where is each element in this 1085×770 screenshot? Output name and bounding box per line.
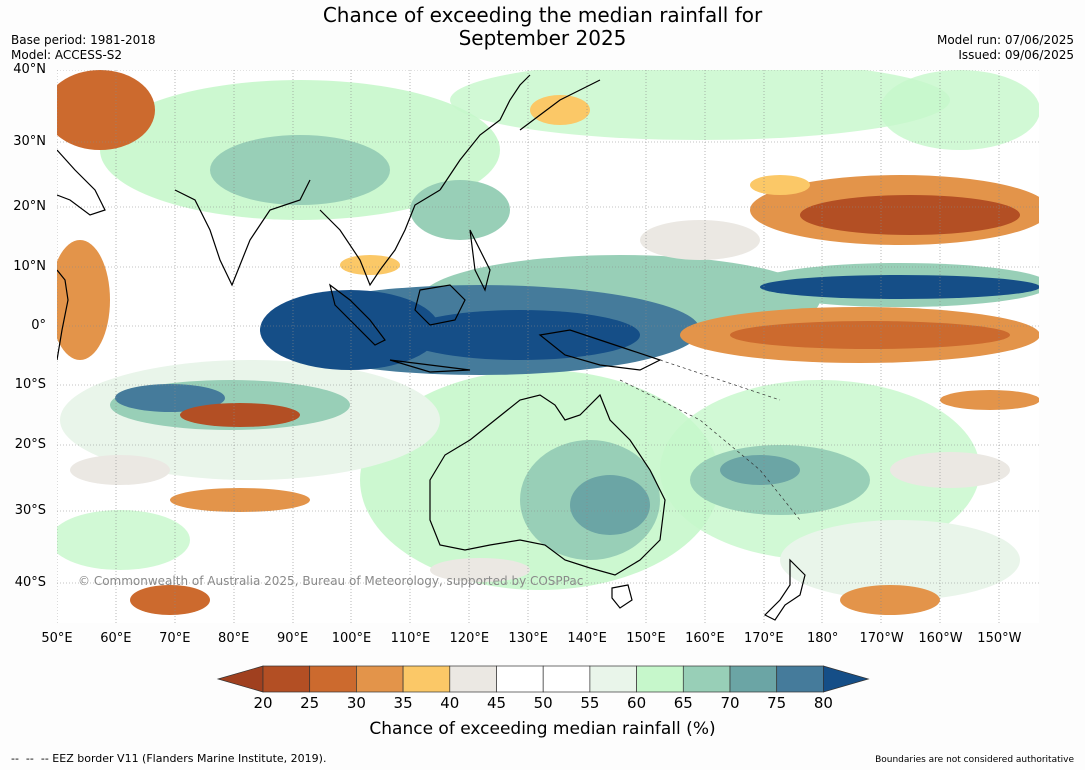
below-median-areas	[57, 70, 1039, 615]
lon-label: 100°E	[331, 631, 372, 646]
indochina-coastline	[319, 189, 441, 287]
lon-label: 160°W	[918, 631, 963, 646]
colorbar-tick-label: 30	[346, 694, 366, 712]
map-title: Chance of exceeding the median rainfall …	[0, 4, 1085, 50]
lat-label: 30°N	[13, 134, 46, 149]
tasmania-coastline	[611, 584, 633, 609]
colorbar-title: Chance of exceeding median rainfall (%)	[369, 719, 716, 739]
colorbar-segment	[682, 665, 731, 693]
colorbar-segment	[496, 665, 544, 693]
india-coastline	[174, 179, 311, 287]
lon-label: 120°E	[449, 631, 490, 646]
lon-label: 130°E	[508, 631, 548, 646]
colorbar-tick-label: 75	[767, 694, 787, 712]
colorbar-tick-label: 45	[486, 694, 507, 712]
colorbar-tick-label: 70	[720, 694, 740, 712]
sumatra-coastline	[329, 283, 386, 346]
lon-label: 140°E	[567, 631, 607, 646]
colorbar-tick-label: 65	[673, 694, 693, 712]
lon-label: 80°E	[218, 631, 250, 646]
copyright-notice: © Commonwealth of Australia 2025, Bureau…	[78, 574, 584, 588]
disclaimer: Boundaries are not considered authoritat…	[875, 755, 1074, 765]
new-zealand-coastline	[763, 558, 806, 621]
title-line-1: Chance of exceeding the median rainfall …	[322, 3, 763, 27]
lon-label: 60°E	[100, 631, 132, 646]
colorbar-tick-label: 80	[813, 694, 833, 712]
colorbar	[216, 665, 870, 693]
lon-label: 150°W	[977, 631, 1022, 646]
lon-label: 170°W	[859, 631, 904, 646]
colorbar-tick-label: 40	[440, 694, 460, 712]
colorbar-segment	[729, 665, 778, 693]
colorbar-segment	[356, 665, 404, 693]
java-coastline	[389, 359, 471, 373]
colorbar-tick-label: 20	[253, 694, 273, 712]
colorbar-segment	[449, 665, 497, 693]
colorbar-tick-label: 55	[580, 694, 600, 712]
lon-label: 90°E	[276, 631, 309, 646]
australia-coastline	[429, 393, 666, 576]
borneo-coastline	[414, 284, 466, 326]
lat-label: 30°S	[14, 503, 46, 518]
lat-label: 10°S	[14, 377, 46, 392]
lon-label: 160°E	[685, 631, 725, 646]
colorbar-tick-label: 25	[300, 694, 320, 712]
colorbar-extend-low	[216, 665, 264, 693]
meta-right: Model run: 07/06/2025 Issued: 09/06/2025	[937, 33, 1074, 63]
philippines-coastline	[469, 229, 491, 292]
colorbar-segment	[542, 665, 591, 693]
colorbar-segment	[402, 665, 451, 693]
lon-label: 170°E	[744, 631, 784, 646]
japan-coastline	[519, 79, 601, 131]
title-line-2: September 2025	[458, 26, 627, 50]
meta-left: Base period: 1981-2018 Model: ACCESS-S2	[11, 33, 156, 63]
graticule	[57, 70, 1039, 623]
colorbar-tick-label: 60	[627, 694, 647, 712]
lon-label: 70°E	[159, 631, 191, 646]
lon-label: 110°E	[390, 631, 431, 646]
colorbar-tick-label: 50	[533, 694, 553, 712]
model-run: Model run: 07/06/2025	[936, 33, 1074, 47]
model-name: Model: ACCESS-S2	[11, 48, 123, 62]
lon-label: 150°E	[626, 631, 666, 646]
colorbar-segment	[262, 665, 311, 693]
lon-label: 50°E	[41, 631, 73, 646]
lon-label: 180°	[807, 631, 839, 646]
eez-borders	[619, 359, 801, 521]
lat-label: 20°N	[13, 199, 46, 214]
lat-label: 20°S	[14, 437, 46, 452]
colorbar-segment	[589, 665, 637, 693]
colorbar-segment	[636, 665, 684, 693]
africa-coastline	[57, 269, 69, 361]
colorbar-segment	[776, 665, 824, 693]
lat-label: 40°S	[14, 575, 46, 590]
neutral-areas	[70, 220, 1010, 582]
eez-legend: -- -- -- EEZ border V11 (Flanders Marine…	[11, 752, 327, 765]
east-asia-coastline	[439, 74, 531, 191]
colorbar-segment	[309, 665, 357, 693]
colorbar-extend-high	[823, 665, 870, 693]
issued-date: Issued: 09/06/2025	[958, 48, 1074, 62]
lat-label: 40°N	[13, 62, 46, 77]
lat-label: 10°N	[13, 259, 46, 274]
above-median-high-areas	[115, 275, 1039, 535]
colorbar-tick-label: 35	[393, 694, 413, 712]
arabia-coastline	[57, 149, 106, 216]
lat-label: 0°	[31, 318, 46, 333]
base-period: Base period: 1981-2018	[11, 33, 156, 47]
